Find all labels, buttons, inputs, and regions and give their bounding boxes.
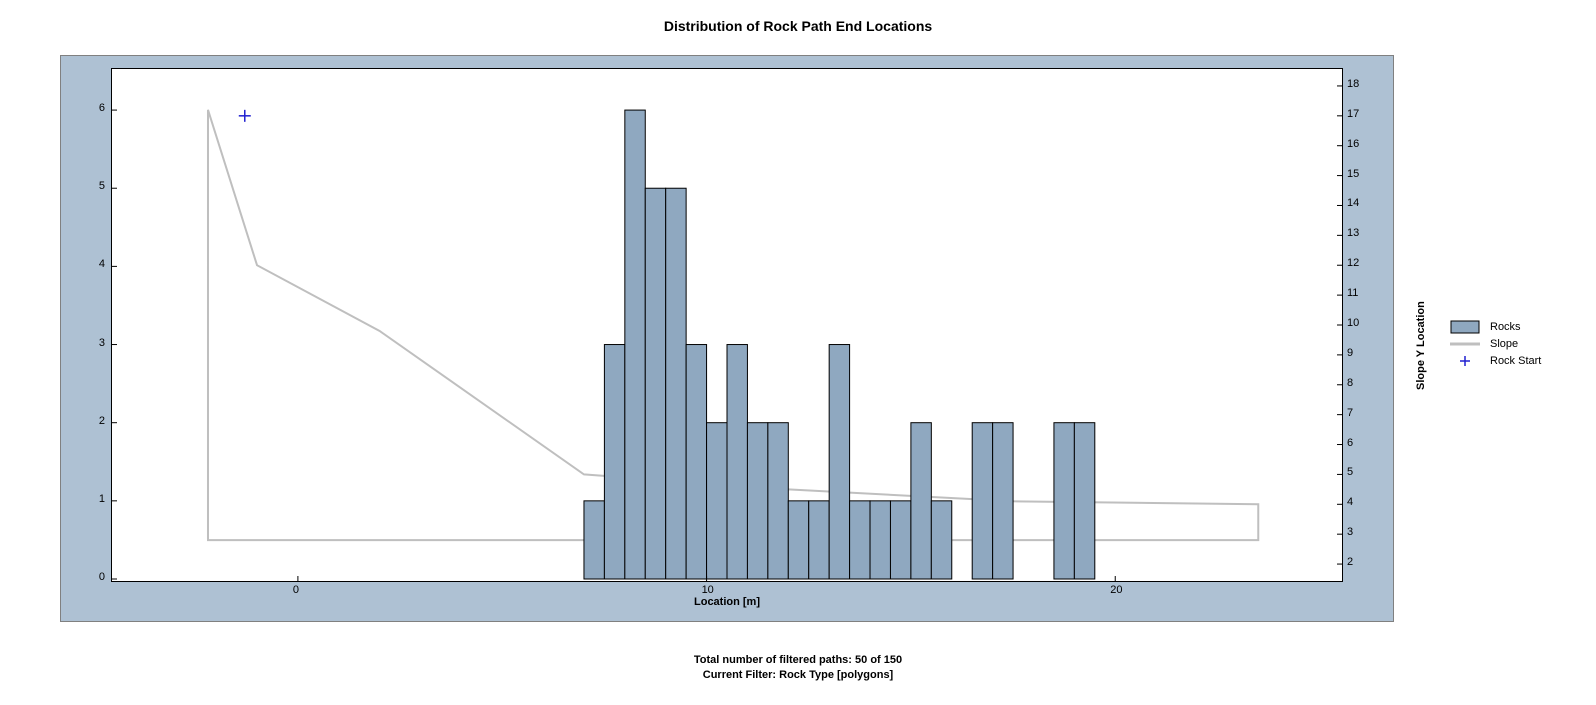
x-tick-label: 10 xyxy=(702,584,714,596)
bar xyxy=(604,345,624,579)
y2-tick-label: 18 xyxy=(1347,78,1359,90)
y2-tick-label: 3 xyxy=(1347,526,1353,538)
x-axis-title: Location [m] xyxy=(61,596,1393,608)
bar xyxy=(584,501,604,579)
y1-tick-label: 1 xyxy=(99,493,105,505)
y1-tick-label: 0 xyxy=(99,571,105,583)
legend-swatch-rocks xyxy=(1450,320,1480,334)
plot-area xyxy=(111,68,1343,582)
legend-label-rock-start: Rock Start xyxy=(1490,355,1541,367)
y2-tick-label: 4 xyxy=(1347,496,1353,508)
y2-tick-label: 12 xyxy=(1347,257,1359,269)
y2-tick-label: 2 xyxy=(1347,556,1353,568)
y2-tick-label: 10 xyxy=(1347,317,1359,329)
y2-tick-label: 15 xyxy=(1347,168,1359,180)
bar xyxy=(993,423,1013,579)
y2-tick-label: 16 xyxy=(1347,138,1359,150)
bar xyxy=(829,345,849,579)
y2-tick-label: 11 xyxy=(1347,287,1358,299)
y2-tick-label: 5 xyxy=(1347,466,1353,478)
bar xyxy=(870,501,890,579)
y1-tick-label: 5 xyxy=(99,180,105,192)
bar xyxy=(747,423,767,579)
root: Distribution of Rock Path End Locations … xyxy=(0,0,1596,705)
chart-title: Distribution of Rock Path End Locations xyxy=(0,18,1596,34)
x-tick-label: 20 xyxy=(1110,584,1122,596)
bar xyxy=(1074,423,1094,579)
bar xyxy=(809,501,829,579)
y2-axis-title: Slope Y Location xyxy=(1415,301,1427,390)
footer: Total number of filtered paths: 50 of 15… xyxy=(0,653,1596,683)
chart-svg xyxy=(112,69,1342,581)
bar xyxy=(890,501,910,579)
footer-line-1: Total number of filtered paths: 50 of 15… xyxy=(0,653,1596,668)
x-tick-label: 0 xyxy=(293,584,299,596)
y2-tick-label: 8 xyxy=(1347,377,1353,389)
legend-item-rocks: Rocks xyxy=(1450,320,1541,334)
y2-tick-label: 17 xyxy=(1347,108,1359,120)
legend-item-rock-start: Rock Start xyxy=(1450,354,1541,368)
legend: Rocks Slope Rock Start xyxy=(1450,320,1541,371)
footer-line-2: Current Filter: Rock Type [polygons] xyxy=(0,668,1596,683)
y2-tick-label: 6 xyxy=(1347,437,1353,449)
bar xyxy=(911,423,931,579)
bar xyxy=(850,501,870,579)
y1-tick-label: 6 xyxy=(99,102,105,114)
bar xyxy=(788,501,808,579)
bar xyxy=(727,345,747,579)
bar xyxy=(972,423,992,579)
y2-tick-label: 7 xyxy=(1347,407,1353,419)
y1-tick-label: 4 xyxy=(99,258,105,270)
bar xyxy=(931,501,951,579)
bar xyxy=(707,423,727,579)
y1-tick-label: 2 xyxy=(99,415,105,427)
chart-frame: Location [m] 012345623456789101112131415… xyxy=(60,55,1394,622)
bar xyxy=(666,188,686,579)
bar xyxy=(645,188,665,579)
legend-swatch-rock-start xyxy=(1450,354,1480,368)
y2-tick-label: 14 xyxy=(1347,197,1359,209)
y2-tick-label: 13 xyxy=(1347,227,1359,239)
legend-item-slope: Slope xyxy=(1450,337,1541,351)
bar xyxy=(686,345,706,579)
bar xyxy=(768,423,788,579)
bar xyxy=(1054,423,1074,579)
y2-tick-label: 9 xyxy=(1347,347,1353,359)
bar xyxy=(625,110,645,579)
legend-swatch-slope xyxy=(1450,337,1480,351)
y1-tick-label: 3 xyxy=(99,337,105,349)
legend-label-rocks: Rocks xyxy=(1490,321,1521,333)
legend-label-slope: Slope xyxy=(1490,338,1518,350)
